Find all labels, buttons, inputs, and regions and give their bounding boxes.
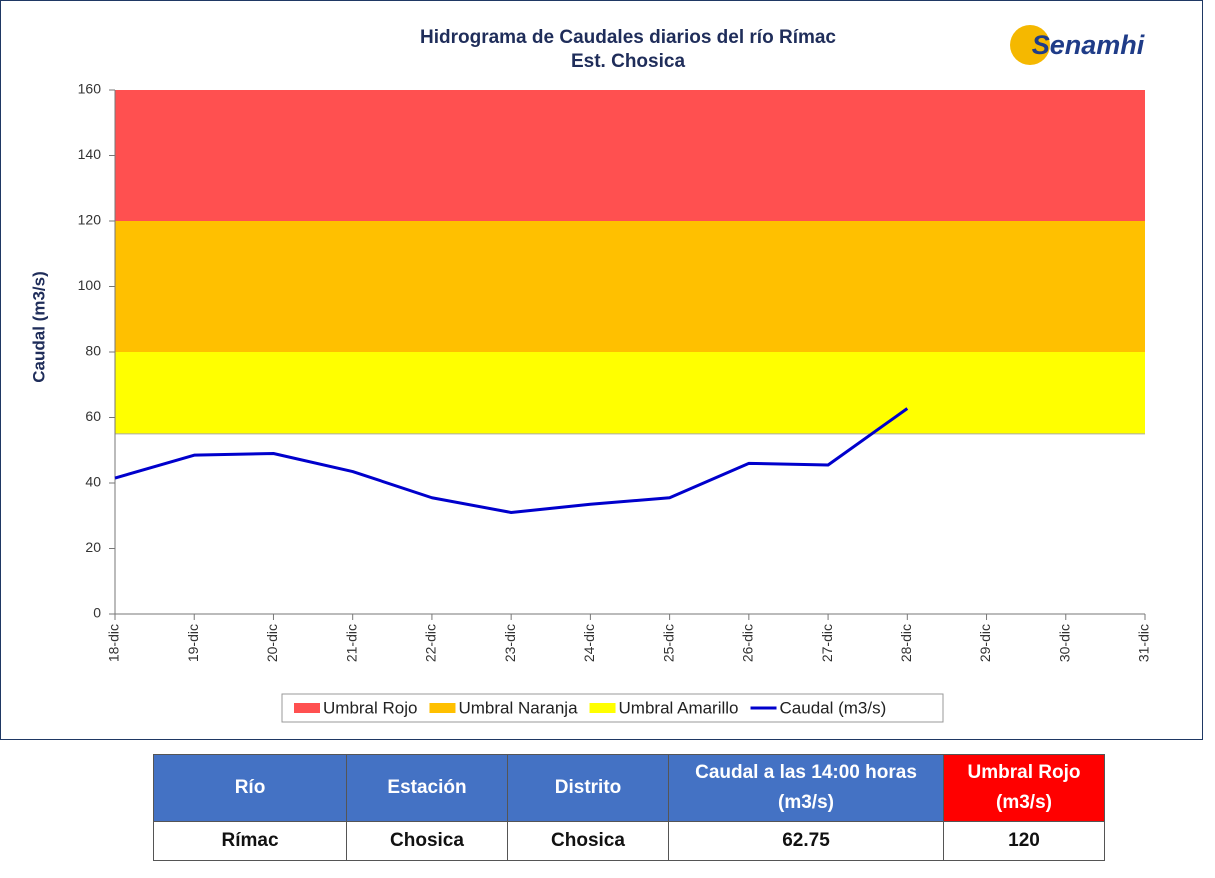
legend-label: Umbral Naranja <box>458 698 578 717</box>
header-text: Umbral Rojo <box>967 762 1081 783</box>
legend-label: Umbral Rojo <box>323 698 417 717</box>
legend-label: Caudal (m3/s) <box>780 698 887 717</box>
y-tick-label: 160 <box>78 81 102 97</box>
x-tick-label: 29-dic <box>977 624 993 662</box>
y-tick-label: 40 <box>85 474 101 490</box>
x-tick-label: 31-dic <box>1136 624 1152 662</box>
x-tick-label: 20-dic <box>264 624 280 662</box>
header-cell: Caudal a las 14:00 horas (m3/s) <box>668 754 944 822</box>
chart-subtitle: Est. Chosica <box>571 51 685 72</box>
header-cell: Umbral Rojo (m3/s) <box>943 754 1105 822</box>
legend-swatch <box>429 703 456 713</box>
header-cell: Distrito <box>507 754 669 822</box>
y-tick-label: 60 <box>85 408 101 424</box>
y-tick-label: 100 <box>78 277 102 293</box>
header-text: Caudal a las 14:00 horas <box>695 762 917 783</box>
cell: Chosica <box>346 821 508 861</box>
line-series <box>114 407 909 514</box>
threshold-band <box>115 221 1145 352</box>
logo: Senamhi <box>1032 30 1145 60</box>
cell: Rímac <box>153 821 347 861</box>
x-tick-label: 21-dic <box>343 624 359 662</box>
threshold-band <box>115 352 1145 434</box>
x-tick-label: 30-dic <box>1056 624 1072 662</box>
y-tick-label: 140 <box>78 146 102 162</box>
legend-label: Umbral Amarillo <box>619 698 739 717</box>
legend-box <box>281 693 944 723</box>
header-cell: Estación <box>346 754 508 822</box>
header-text: (m3/s) <box>778 792 834 813</box>
x-tick-label: 19-dic <box>185 624 201 662</box>
chart-title: Hidrograma de Caudales diarios del río R… <box>420 27 836 48</box>
header-cell: Río <box>153 754 347 822</box>
table-row: Rímac Chosica Chosica 62.75 120 <box>153 821 1105 861</box>
header-text: (m3/s) <box>996 792 1052 813</box>
x-tick-label: 26-dic <box>740 624 756 662</box>
y-tick-label: 0 <box>93 605 101 621</box>
x-tick-label: 22-dic <box>423 624 439 662</box>
y-axis-title: Caudal (m3/s) <box>29 271 48 382</box>
legend-swatch <box>294 703 320 713</box>
x-tick-label: 27-dic <box>819 624 835 662</box>
y-tick-label: 80 <box>85 343 101 359</box>
legend-swatch <box>589 703 616 713</box>
cell: Chosica <box>507 821 669 861</box>
cell: 120 <box>943 821 1105 861</box>
y-tick-label: 20 <box>85 539 101 555</box>
logo-sun <box>1010 25 1050 65</box>
chart: Hidrograma de Caudales diarios del río R… <box>0 0 1203 740</box>
table: Río Estación Distrito Caudal a las 14:00 ho… <box>153 754 1105 861</box>
cell: 62.75 <box>668 821 944 861</box>
threshold-band <box>115 90 1145 221</box>
y-tick-label: 120 <box>78 212 102 228</box>
x-tick-label: 28-dic <box>898 624 914 662</box>
table-header: Río Estación Distrito Caudal a las 14:00 ho… <box>153 754 1105 822</box>
x-tick-label: 18-dic <box>106 624 122 662</box>
x-tick-label: 25-dic <box>660 624 676 662</box>
x-tick-label: 24-dic <box>581 624 597 662</box>
x-tick-label: 23-dic <box>502 624 518 662</box>
